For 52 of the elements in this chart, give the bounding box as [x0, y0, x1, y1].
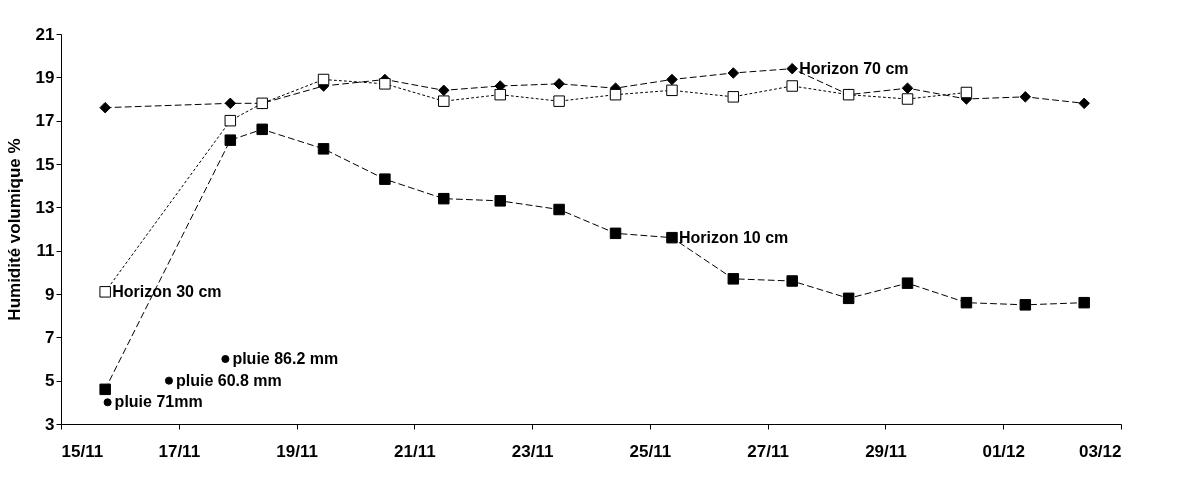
y-tick-label: 13 [35, 197, 55, 217]
x-tick-label: 21/11 [394, 441, 436, 461]
point [494, 88, 506, 101]
point [727, 67, 740, 79]
y-tick-label: 15 [35, 154, 55, 174]
y-tick-label: 7 [45, 327, 55, 347]
y-tick-label: 9 [45, 284, 55, 304]
y-tick-label: 5 [45, 371, 55, 391]
point [317, 143, 330, 155]
annotation: pluie 71mm [114, 393, 203, 411]
annotation: pluie 60.8 mm [175, 371, 282, 389]
y-tick-label: 17 [35, 111, 55, 131]
point [1078, 296, 1090, 309]
annotation: Horizon 30 cm [112, 282, 222, 300]
annotation: pluie 86.2 mm [232, 350, 339, 367]
y-tick-label: 11 [36, 241, 55, 261]
point [1019, 299, 1032, 311]
x-tick-label: 23/11 [511, 441, 554, 461]
point [1078, 97, 1090, 110]
x-tick-label: 29/11 [865, 441, 907, 461]
point [786, 62, 798, 75]
point [960, 296, 973, 309]
point [553, 203, 565, 216]
x-tick-label: 01/12 [982, 441, 1025, 461]
point [786, 80, 798, 92]
x-tick-label: 03/12 [1078, 441, 1122, 461]
annotation: Horizon 70 cm [799, 59, 909, 77]
point [842, 292, 855, 305]
point [727, 273, 740, 285]
point [609, 88, 622, 101]
point [609, 227, 622, 240]
point [317, 73, 330, 86]
y-tick-label: 21 [35, 24, 55, 44]
x-tick-label: 15/11 [61, 441, 104, 461]
point [786, 275, 798, 287]
x-tick-label: 19/11 [276, 441, 318, 461]
point [1019, 91, 1032, 103]
x-tick-label: 17/11 [158, 441, 201, 461]
point [727, 91, 740, 103]
annotation: Horizon 10 cm [678, 228, 789, 246]
point [960, 86, 973, 99]
point [901, 277, 914, 289]
point [553, 78, 565, 90]
point [901, 82, 914, 94]
y-tick-label: 3 [45, 414, 55, 434]
y-axis-title: Humidité volumique % [4, 138, 24, 321]
x-tick-label: 27/11 [747, 441, 789, 461]
point [901, 93, 914, 105]
point [494, 195, 506, 207]
point [553, 95, 565, 107]
y-tick-label: 19 [35, 67, 55, 87]
x-tick-label: 25/11 [629, 441, 672, 461]
